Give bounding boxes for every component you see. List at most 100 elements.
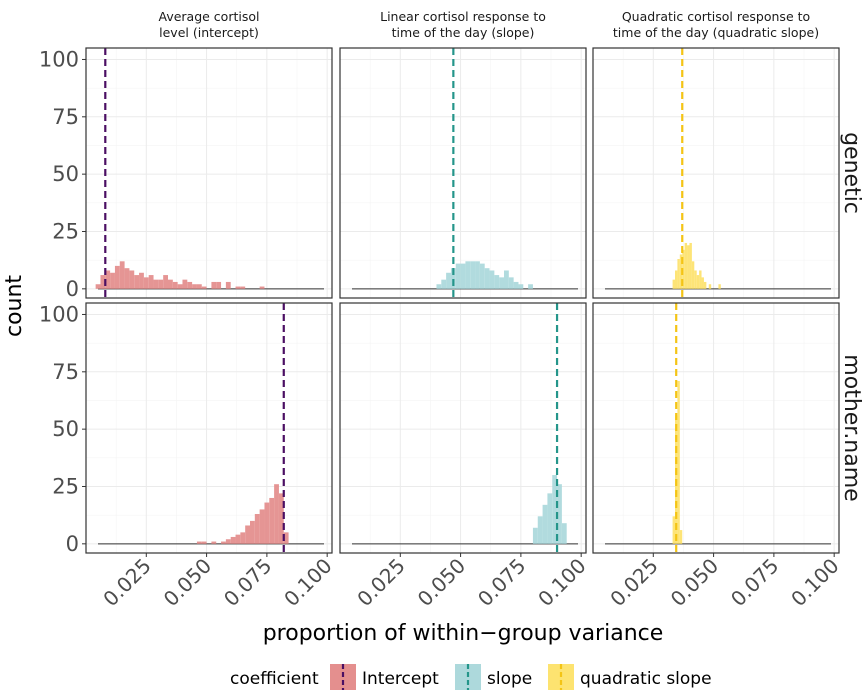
row-strip-labels: genetic mother.name	[839, 132, 864, 502]
histogram-bar	[518, 284, 524, 289]
panel-frame	[85, 47, 333, 299]
x-tick-label: 0.100	[786, 554, 843, 611]
histogram-bar	[240, 532, 246, 544]
histogram-bar	[532, 527, 538, 544]
panel-frame	[339, 47, 587, 299]
x-tick-label: 0.100	[279, 554, 336, 611]
histogram-bar	[703, 281, 707, 289]
histogram-bar	[694, 270, 697, 289]
histogram-bar	[701, 277, 704, 289]
y-tick-label: 25	[52, 474, 79, 498]
x-axis-tick-labels: 0.025 0.050 0.075 0.100 0.025 0.050 0.075 0.100…	[98, 553, 844, 611]
histogram-bar	[134, 275, 140, 289]
histogram-bar	[436, 284, 442, 289]
panel-frame	[592, 47, 840, 299]
histogram-bar	[460, 263, 466, 289]
histogram-bar	[129, 270, 135, 289]
histogram-bar	[163, 275, 168, 289]
histogram-bar	[542, 504, 548, 544]
histogram-bar	[679, 254, 683, 289]
histogram-bar	[95, 284, 101, 289]
y-tick-label: 75	[52, 360, 79, 384]
histogram-bar	[110, 272, 115, 289]
histogram-bar	[216, 281, 222, 289]
x-tick-label: 0.025	[352, 554, 409, 611]
histogram-bar	[504, 270, 509, 289]
histogram-bar	[192, 284, 197, 289]
histogram-bar	[691, 261, 695, 289]
x-tick-label: 0.075	[219, 554, 276, 611]
histogram-bar	[489, 270, 495, 289]
histogram-bar	[557, 484, 562, 544]
histogram-bar	[561, 523, 567, 544]
histogram-bar	[153, 279, 159, 289]
x-tick-label: 0.025	[98, 554, 155, 611]
panel-frame	[339, 302, 587, 554]
panel-frame	[85, 302, 333, 554]
histogram-bar	[225, 539, 231, 544]
panel-mother-name-quadratic	[592, 302, 840, 554]
histogram-bar	[124, 268, 130, 289]
histogram-bar	[168, 279, 173, 289]
histogram-bar	[528, 284, 533, 289]
strip-title-intercept-line-1: Average cortisol	[159, 9, 260, 24]
histogram-bar	[679, 530, 683, 544]
histogram-bar	[105, 270, 111, 289]
row-strip-genetic: genetic	[839, 132, 864, 214]
histogram-bar	[450, 268, 456, 289]
histogram-bar	[211, 281, 217, 289]
histogram-bar	[718, 284, 721, 289]
histogram-bar	[499, 277, 504, 289]
histogram-bar	[100, 275, 106, 289]
strip-title-slope-line-1: Linear cortisol response to	[380, 9, 546, 24]
histogram-bar	[245, 525, 250, 544]
histogram-bar	[230, 536, 236, 544]
histogram-bar	[672, 279, 675, 289]
histogram-bar	[139, 272, 144, 289]
histogram-bar	[479, 263, 485, 289]
y-tick-label: 50	[52, 162, 79, 186]
histogram-bar	[235, 534, 241, 544]
panel-mother-name-slope	[339, 302, 587, 554]
histogram-bar	[274, 484, 279, 544]
histogram-bar	[148, 275, 154, 289]
histogram-bar	[269, 497, 275, 544]
histogram-bar	[278, 493, 284, 544]
panel-background	[593, 48, 839, 298]
x-tick-label: 0.050	[413, 554, 470, 611]
histogram-bar	[211, 541, 217, 544]
histogram-bar	[513, 281, 519, 289]
histogram-bar	[201, 541, 207, 544]
histogram-bar	[254, 514, 260, 544]
histogram-bar	[221, 541, 226, 544]
histogram-bar	[114, 265, 120, 289]
histogram-bar	[250, 520, 255, 544]
x-axis-title: proportion of within−group variance	[263, 621, 664, 646]
histogram-bar	[177, 284, 183, 289]
legend-label: Intercept	[362, 669, 439, 689]
histogram-bar	[547, 493, 553, 544]
y-tick-label: 100	[39, 47, 79, 71]
histogram-bar	[484, 268, 490, 289]
histogram-bar	[677, 380, 680, 544]
histogram-bar	[455, 263, 461, 289]
panel-background	[86, 303, 332, 553]
panel-genetic-slope	[339, 47, 587, 299]
strip-title-quadratic-line-2: time of the day (quadratic slope)	[613, 25, 819, 40]
x-tick-label: 0.050	[666, 554, 723, 611]
histogram-bar	[696, 275, 700, 289]
x-tick-label: 0.075	[726, 554, 783, 611]
y-axis-title: count	[2, 275, 27, 337]
histogram-bar	[552, 475, 558, 544]
histogram-bar	[172, 281, 178, 289]
histogram-bar	[470, 261, 476, 289]
histogram-bar	[201, 286, 207, 289]
x-tick-label: 0.075	[473, 554, 530, 611]
histogram-bar	[684, 242, 688, 289]
histogram-bar	[689, 242, 692, 289]
histogram-bar	[259, 286, 265, 289]
histogram-bar	[187, 281, 193, 289]
